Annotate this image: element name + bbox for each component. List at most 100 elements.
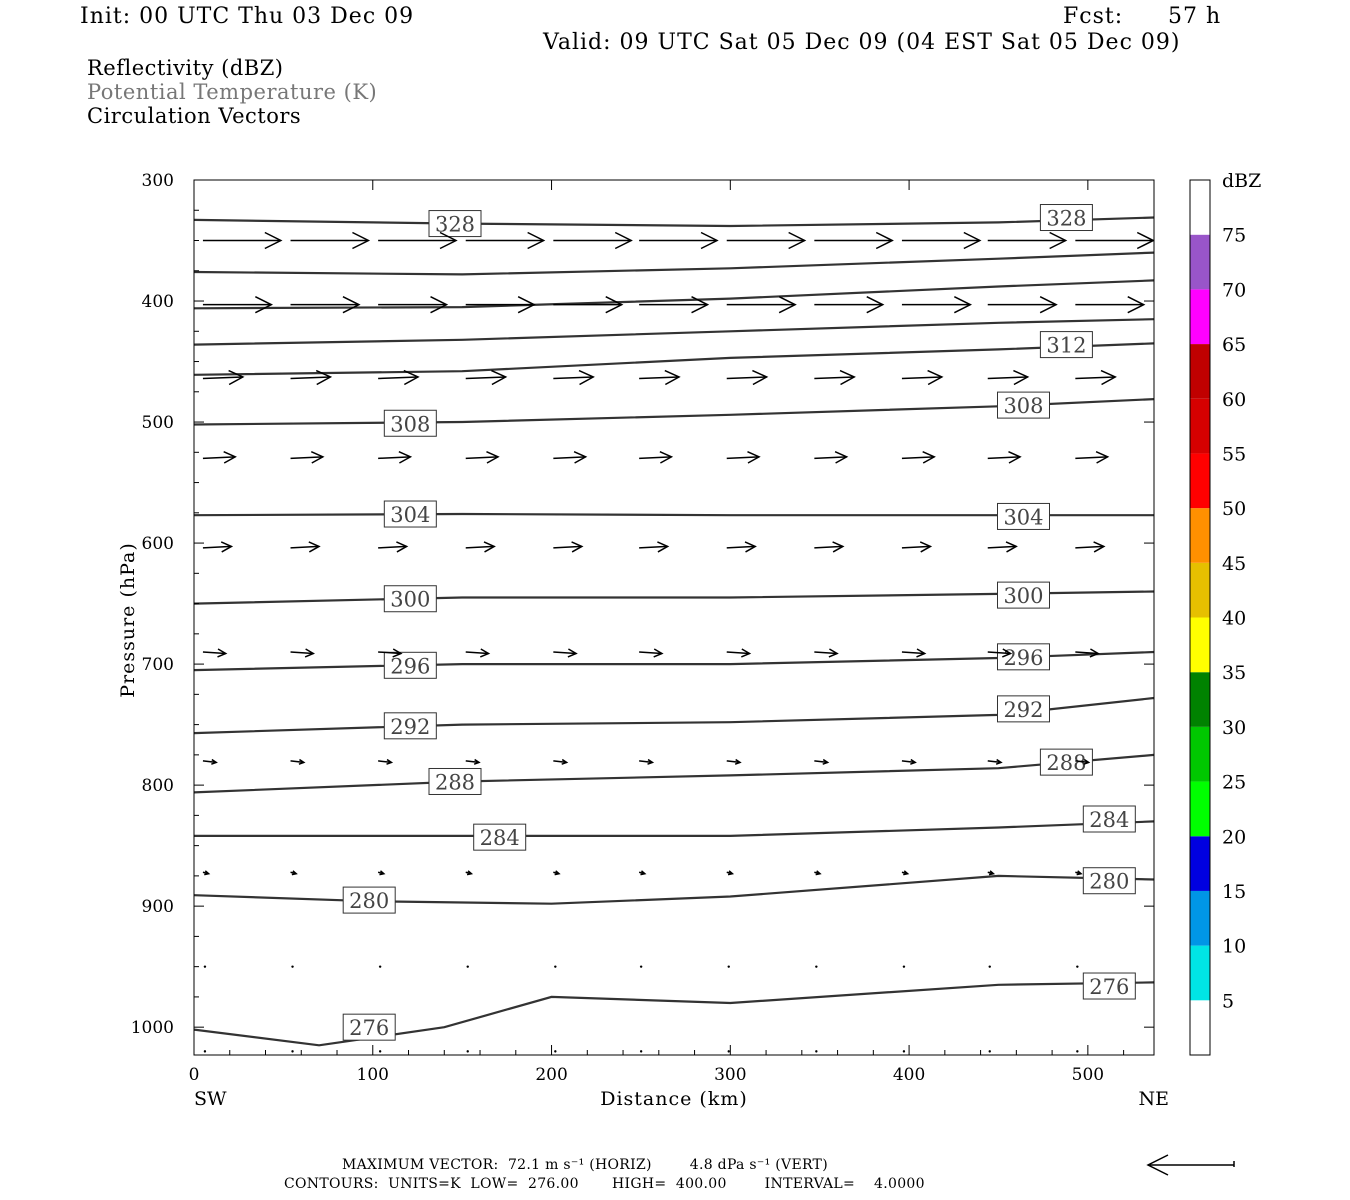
vector-arrow (378, 295, 449, 314)
vector-arrow (465, 541, 496, 553)
vector-arrow (202, 295, 274, 314)
vector-arrow (290, 231, 371, 250)
vector-arrow (901, 295, 973, 314)
max-vector-note: MAXIMUM VECTOR: 72.1 m s⁻¹ (HORIZ) 4.8 d… (342, 1157, 828, 1173)
vector-arrow (465, 758, 481, 765)
vector-arrow (726, 369, 769, 386)
vector-arrow (814, 870, 822, 876)
vector-arrow (553, 758, 569, 765)
colorbar-bin (1190, 234, 1210, 290)
vector-arrow (901, 870, 910, 876)
y-tick-label: 1000 (131, 1018, 174, 1038)
colorbar-bin (1190, 508, 1210, 563)
y-tick-label: 800 (142, 776, 174, 796)
vector-arrow (378, 451, 413, 464)
vector-arrow (639, 369, 681, 386)
vector-arrow (553, 870, 561, 876)
colorbar-tick-label: 60 (1222, 389, 1246, 411)
theta-contour-276 (194, 981, 1154, 1047)
vector-arrow (1075, 231, 1154, 250)
contour-label: 292 (390, 715, 430, 739)
vector-arrow (639, 295, 710, 314)
contour-label-box (996, 391, 1050, 419)
vector-arrow (901, 231, 982, 250)
vector-arrow (988, 965, 991, 968)
y-tick-label: 900 (142, 897, 174, 917)
circulation-vectors (202, 231, 1154, 1053)
vector-arrow (987, 758, 1003, 765)
colorbar-bin (1190, 289, 1210, 345)
vector-arrow (987, 231, 1068, 250)
colorbar-tick-label: 20 (1222, 826, 1246, 848)
vector-arrow (726, 870, 735, 876)
vector-arrow (290, 758, 306, 765)
vector-arrow (203, 1050, 207, 1053)
vector-arrow (465, 295, 536, 314)
vector-arrow (1075, 758, 1091, 765)
theta-contour-304 (194, 512, 1154, 517)
vector-arrow (901, 541, 933, 553)
vector-arrow (814, 758, 830, 765)
vector-arrow (466, 1050, 469, 1053)
vector-arrow (726, 758, 742, 765)
x-tick-label: 200 (535, 1065, 567, 1085)
contour-label: 276 (349, 1016, 389, 1040)
vector-arrow (202, 758, 218, 765)
y-axis-label: Pressure (hPa) (117, 542, 139, 698)
colorbar-bin (1190, 890, 1210, 946)
vector-arrow (291, 1050, 294, 1053)
vector-arrow (378, 369, 420, 386)
vector-arrow (553, 231, 633, 250)
vector-arrow (378, 231, 458, 250)
contour-label: 296 (390, 654, 430, 678)
vector-arrow (726, 231, 807, 250)
colorbar-tick-label: 75 (1222, 225, 1246, 247)
colorbar-tick-label: 45 (1222, 553, 1246, 575)
vector-arrow (378, 758, 394, 765)
vector-arrow (377, 870, 386, 876)
vector-arrow (554, 1050, 557, 1053)
x-tick-label: 300 (714, 1065, 746, 1085)
vector-arrow (639, 965, 643, 968)
field-reflectivity: Reflectivity (dBZ) (87, 56, 284, 80)
vector-arrow (378, 1050, 382, 1053)
valid-time: Valid: 09 UTC Sat 05 Dec 09 (04 EST Sat … (543, 30, 1181, 55)
contour-label-box (428, 210, 482, 238)
y-tick-label: 700 (142, 655, 174, 675)
colorbar-bin (1190, 453, 1210, 509)
vector-arrow (290, 369, 333, 386)
vector-arrow (465, 870, 474, 876)
vector-arrow (553, 541, 584, 553)
vector-arrow (553, 648, 578, 658)
vector-arrow (726, 648, 752, 658)
contour-info: CONTOURS: UNITS=K LOW= 276.00 HIGH= 400.… (284, 1176, 925, 1192)
contour-label-box (996, 581, 1050, 609)
contour-label: 284 (480, 826, 520, 850)
theta-contour-296 (194, 650, 1154, 672)
vector-arrow (202, 870, 211, 876)
y-tick-label: 500 (142, 413, 174, 433)
x-left-end-label: SW (194, 1088, 227, 1110)
vector-arrow (290, 870, 298, 876)
colorbar-bin (1190, 781, 1210, 837)
vector-arrow (901, 451, 936, 464)
contour-label-box (428, 767, 482, 795)
contour-label-box (342, 886, 396, 914)
vector-arrow (815, 965, 818, 968)
forecast-label: Fcst: (1063, 4, 1124, 29)
vector-arrow (378, 648, 403, 658)
y-tick-label: 300 (142, 171, 174, 191)
vector-arrow (1075, 541, 1106, 553)
contour-label: 292 (1003, 698, 1043, 722)
vector-arrow (290, 451, 325, 464)
vector-arrow (987, 648, 1013, 658)
contour-label: 296 (1003, 646, 1043, 670)
theta-contour-292 (194, 696, 1154, 735)
theta-contour-288 (194, 753, 1154, 794)
contour-label-box (383, 500, 437, 528)
reference-vector (1146, 1154, 1235, 1176)
vector-arrow (814, 451, 849, 464)
contour-label: 304 (390, 503, 430, 527)
